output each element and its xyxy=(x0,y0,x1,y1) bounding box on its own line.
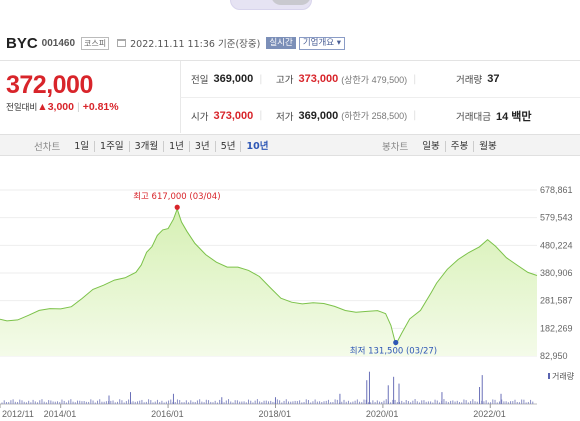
price-chart: 678,861 579,543 480,224 380,906 281,587 182,2… xyxy=(0,174,580,421)
realtime-button[interactable]: 실시간 xyxy=(266,37,296,49)
stat-grid: 전일 369,000 | 고가 373,000 (상한가 479,500) | 거래량 37 시가… xyxy=(180,61,580,133)
y-tick-label: 480,224 xyxy=(540,240,573,250)
line-chart-label: 선차트 xyxy=(34,142,61,153)
stat-cell: 거래대금 14 백만 xyxy=(446,108,532,124)
change-label: 전일대비 xyxy=(6,103,38,113)
stock-code: 001460 xyxy=(41,37,76,49)
x-tick-label: 2018/01 xyxy=(258,409,291,419)
min-annotation: 최저 131,500 (03/27) xyxy=(350,345,437,356)
y-tick-label: 281,587 xyxy=(540,296,573,306)
price-change: 전일대비▲3,000 | +0.81% xyxy=(6,101,119,113)
y-tick-label: 82,950 xyxy=(540,351,568,361)
max-point-marker xyxy=(174,204,180,210)
divider: | xyxy=(413,110,417,121)
calendar-icon xyxy=(117,39,127,47)
toggle-knob[interactable] xyxy=(271,0,311,5)
stat-value: 373,000 xyxy=(213,109,254,122)
stat-label: 고가 xyxy=(276,75,294,86)
stat-cell: 전일 369,000 | xyxy=(181,72,266,86)
stat-label: 저가 xyxy=(276,111,294,123)
line-chart-periods: 선차트 1일 1주일 3개월 1년 3년 5년 10년 xyxy=(34,139,273,153)
max-annotation: 최고 617,000 (03/04) xyxy=(133,191,220,202)
stat-row: 시가 373,000 | 저가 369,000 (하한가 258,500) | 거래대금 14 … xyxy=(180,97,580,133)
company-overview-dropdown[interactable]: 기업개요 ▾ xyxy=(298,36,346,50)
y-tick-label: 579,543 xyxy=(540,213,573,223)
divider: | xyxy=(413,73,417,85)
stock-name: BYC xyxy=(6,34,38,52)
y-tick-label: 380,906 xyxy=(540,268,573,278)
period-bar: 선차트 1일 1주일 3개월 1년 3년 5년 10년 봉차트 일봉 주봉 월봉 xyxy=(0,134,580,156)
stat-limit: (상한가 479,500) xyxy=(341,74,408,85)
volume-legend-swatch xyxy=(548,373,550,379)
x-tick-label: 2014/01 xyxy=(44,409,77,419)
candle-chart-label: 봉차트 xyxy=(382,142,409,153)
change-amount: 3,000 xyxy=(47,101,74,113)
price-chart-svg: 678,861 579,543 480,224 380,906 281,587 182,2… xyxy=(0,185,575,419)
period-option-5[interactable]: 5년 xyxy=(214,140,241,152)
min-point-marker xyxy=(393,339,399,346)
stock-header: BYC 001460 코스피 2022.11.11 11:36 기준(장중) 실… xyxy=(0,30,580,56)
divider: | xyxy=(76,101,80,113)
stat-label: 전일 xyxy=(191,75,209,86)
stat-label: 거래량 xyxy=(456,75,483,86)
quote-box: 372,000 전일대비▲3,000 | +0.81% 전일 369,000 | 고가 37… xyxy=(0,60,580,133)
period-option-1[interactable]: 1주일 xyxy=(94,140,129,152)
volume-legend-label: 거래량 xyxy=(552,371,575,381)
stat-cell: 저가 369,000 (하한가 258,500) | xyxy=(266,109,446,123)
period-option-0[interactable]: 1일 xyxy=(74,140,90,152)
candle-chart-periods: 봉차트 일봉 주봉 월봉 xyxy=(382,139,502,153)
stat-value: 37 xyxy=(487,73,500,85)
stat-row: 전일 369,000 | 고가 373,000 (상한가 479,500) | 거래량 37 xyxy=(180,61,580,97)
period-option-3[interactable]: 1년 xyxy=(163,140,189,152)
stat-cell: 거래량 37 xyxy=(446,72,499,86)
candle-option-2[interactable]: 월봉 xyxy=(473,140,501,152)
stat-cell: 고가 373,000 (상한가 479,500) | xyxy=(266,72,446,86)
stat-cell: 시가 373,000 | xyxy=(181,109,266,123)
x-tick-label: 2012/11 xyxy=(2,409,34,419)
stat-value: 373,000 xyxy=(298,73,339,85)
x-tick-label: 2022/01 xyxy=(473,409,506,419)
price-area-fill xyxy=(0,209,537,356)
period-option-4[interactable]: 3년 xyxy=(188,140,215,152)
divider: | xyxy=(259,73,263,85)
period-option-2[interactable]: 3개월 xyxy=(128,140,164,152)
x-tick-label: 2020/01 xyxy=(366,409,399,419)
stat-label: 시가 xyxy=(191,111,209,123)
stat-value: 14 백만 xyxy=(495,110,532,123)
y-tick-label: 678,861 xyxy=(540,185,573,195)
stat-value: 369,000 xyxy=(298,109,339,122)
view-toggle[interactable] xyxy=(230,0,312,10)
x-tick-label: 2016/01 xyxy=(151,409,184,419)
divider: | xyxy=(259,110,263,121)
price-area: 372,000 전일대비▲3,000 | +0.81% xyxy=(6,71,119,113)
current-price: 372,000 xyxy=(6,71,93,99)
period-option-6[interactable]: 10년 xyxy=(240,140,273,152)
candle-option-0[interactable]: 일봉 xyxy=(422,140,440,152)
stat-label: 거래대금 xyxy=(456,111,491,123)
y-tick-label: 182,269 xyxy=(540,323,573,333)
stat-value: 369,000 xyxy=(213,73,254,85)
top-strip xyxy=(0,0,580,14)
candle-option-1[interactable]: 주봉 xyxy=(444,140,473,152)
price-line xyxy=(0,207,538,346)
up-arrow-icon: ▲ xyxy=(37,101,48,113)
market-badge: 코스피 xyxy=(81,36,110,50)
quote-datetime: 2022.11.11 11:36 기준(장중) xyxy=(130,39,261,50)
change-percent: +0.81% xyxy=(82,101,119,113)
stat-limit: (하한가 258,500) xyxy=(341,111,408,121)
